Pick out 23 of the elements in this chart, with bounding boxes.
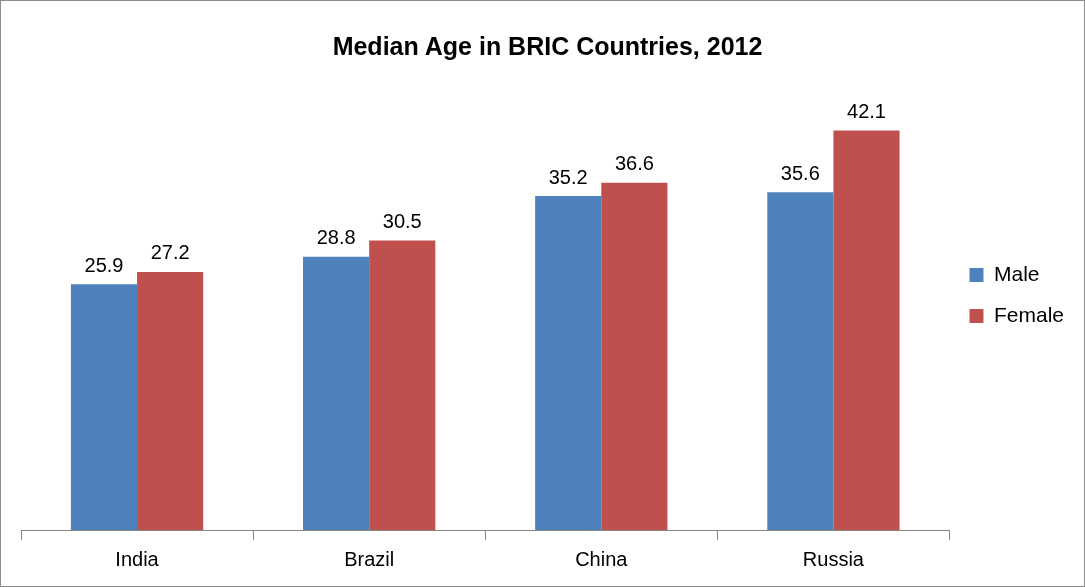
x-tick-label: China xyxy=(575,547,629,570)
chart-title: Median Age in BRIC Countries, 2012 xyxy=(332,31,763,60)
data-label: 42.1 xyxy=(847,100,886,123)
bar xyxy=(601,182,668,530)
bar xyxy=(767,192,834,530)
x-tick-label: Brazil xyxy=(344,547,395,570)
data-label: 27.2 xyxy=(150,241,190,264)
bar xyxy=(833,130,900,530)
data-label: 30.5 xyxy=(382,210,422,233)
bar xyxy=(303,256,370,530)
data-label: 28.8 xyxy=(316,226,356,249)
bar xyxy=(535,195,602,530)
x-tick-label: India xyxy=(115,547,160,570)
data-label: 35.2 xyxy=(548,165,588,188)
bar xyxy=(70,284,138,530)
data-label: 25.9 xyxy=(84,253,124,276)
bar xyxy=(137,271,204,530)
x-tick-label: Russia xyxy=(802,547,865,570)
data-label: 36.6 xyxy=(614,152,654,175)
data-label: 35.6 xyxy=(780,161,820,184)
legend-label: Female xyxy=(993,302,1065,326)
legend-label: Male xyxy=(993,261,1040,285)
bar xyxy=(369,240,436,530)
